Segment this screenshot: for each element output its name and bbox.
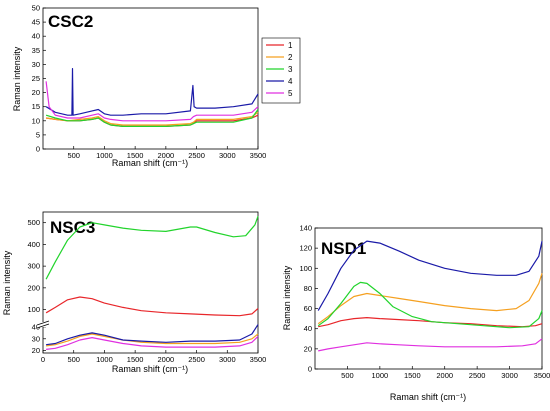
x-tick-label: 1000	[96, 151, 113, 160]
series-lines	[317, 240, 543, 352]
x-tick-label: 1000	[372, 371, 389, 380]
ticks: 500 1000 1500 2000 2500 3000 3500 0 20 40 60 80 100 1…	[299, 224, 550, 381]
panel-title: CSC2	[48, 12, 93, 31]
x-axis-label: Raman shift (cm⁻¹)	[390, 392, 466, 402]
y-tick-label: 30	[32, 60, 40, 69]
y-tick-label: 20	[32, 88, 40, 97]
y-tick-label: 15	[32, 102, 40, 111]
x-tick-label: 1000	[96, 355, 113, 364]
series-line-3	[317, 281, 543, 329]
x-tick-label: 3000	[501, 371, 518, 380]
y-tick-label: 120	[299, 244, 312, 253]
x-tick-label: 3000	[219, 355, 236, 364]
axis-break-mark	[36, 320, 50, 329]
x-tick-label: 2000	[158, 151, 175, 160]
y-tick-label: 10	[32, 116, 40, 125]
x-tick-label: 2500	[188, 355, 205, 364]
y-tick-label: 80	[304, 284, 312, 293]
y-tick-label: 35	[32, 46, 40, 55]
legend-label-1: 1	[288, 41, 293, 50]
y-tick-label: 40	[32, 32, 40, 41]
y-tick-label: 0	[308, 365, 312, 374]
y-tick-label: 300	[27, 262, 40, 271]
series-line-1	[45, 296, 259, 317]
series-lines	[45, 67, 259, 128]
x-tick-label: 500	[341, 371, 354, 380]
y-tick-label: 40	[32, 322, 40, 331]
series-line-5	[318, 338, 543, 352]
y-tick-label: 40	[304, 324, 312, 333]
legend-label-2: 2	[288, 53, 293, 62]
legend-label-5: 5	[288, 89, 293, 98]
x-tick-label: 0	[41, 355, 45, 364]
series-line-3	[45, 215, 259, 280]
x-tick-label: 2000	[158, 355, 175, 364]
x-tick-label: 1500	[127, 151, 144, 160]
x-tick-label: 2500	[188, 151, 205, 160]
y-tick-label: 45	[32, 18, 40, 27]
series-line-3	[45, 109, 259, 128]
series-lines	[45, 215, 259, 350]
y-tick-label: 140	[299, 224, 312, 233]
y-tick-label: 60	[304, 304, 312, 313]
legend-label-3: 3	[288, 65, 293, 74]
x-tick-label: 1500	[404, 371, 421, 380]
panel-csc2: CSC2 Raman shift (cm⁻¹) Raman intensity …	[12, 4, 301, 168]
y-tick-label: 500	[27, 218, 40, 227]
y-tick-label: 400	[27, 240, 40, 249]
x-tick-label: 500	[67, 355, 80, 364]
series-line-4	[317, 240, 543, 311]
y-tick-label: 20	[304, 344, 312, 353]
series-line-5	[46, 335, 259, 350]
y-tick-label: 5	[36, 130, 40, 139]
panel-nsc3: NSC3 Raman shift (cm⁻¹) Raman intensity …	[2, 211, 266, 374]
series-line-4	[45, 67, 259, 116]
x-tick-label: 3500	[250, 355, 267, 364]
x-tick-label: 3500	[534, 371, 550, 380]
legend-label-4: 4	[288, 77, 293, 86]
panel-title: NSD1	[321, 239, 366, 258]
ticks: 500 1000 1500 2000 2500 3000 3500 0 5 10 15 20 25 30 3…	[32, 4, 267, 161]
y-axis-label: Raman intensity	[282, 265, 292, 330]
y-tick-label: 25	[32, 74, 40, 83]
series-line-5	[45, 81, 259, 122]
y-tick-label: 100	[299, 264, 312, 273]
y-tick-label: 30	[32, 334, 40, 343]
series-line-2	[46, 111, 259, 126]
x-tick-label: 3500	[250, 151, 267, 160]
plot-frame	[314, 227, 543, 370]
x-tick-label: 500	[67, 151, 80, 160]
legend: 1 2 3 4 5	[261, 37, 301, 104]
series-line-2	[317, 273, 543, 325]
x-tick-label: 2500	[469, 371, 486, 380]
x-tick-label: 1500	[127, 355, 144, 364]
x-axis-label: Raman shift (cm⁻¹)	[112, 158, 188, 168]
series-line-4	[46, 324, 259, 346]
legend-box	[261, 37, 301, 104]
y-axis-label: Raman intensity	[12, 46, 22, 111]
series-line-1	[318, 317, 543, 328]
y-axis-label: Raman intensity	[2, 250, 12, 315]
x-tick-label: 2000	[436, 371, 453, 380]
y-tick-label: 100	[27, 305, 40, 314]
y-tick-label: 50	[32, 4, 40, 13]
panel-nsd1: NSD1 Raman shift (cm⁻¹) Raman intensity …	[282, 224, 550, 403]
ticks: 0 500 1000 1500 2000 2500 3000 3500 20 30 40 100 200…	[27, 218, 266, 364]
x-tick-label: 3000	[219, 151, 236, 160]
y-tick-label: 0	[36, 145, 40, 154]
y-tick-label: 200	[27, 283, 40, 292]
y-tick-label: 20	[32, 346, 40, 355]
x-axis-label: Raman shift (cm⁻¹)	[112, 364, 188, 374]
panel-title: NSC3	[50, 218, 95, 237]
plot-frame	[42, 211, 259, 354]
